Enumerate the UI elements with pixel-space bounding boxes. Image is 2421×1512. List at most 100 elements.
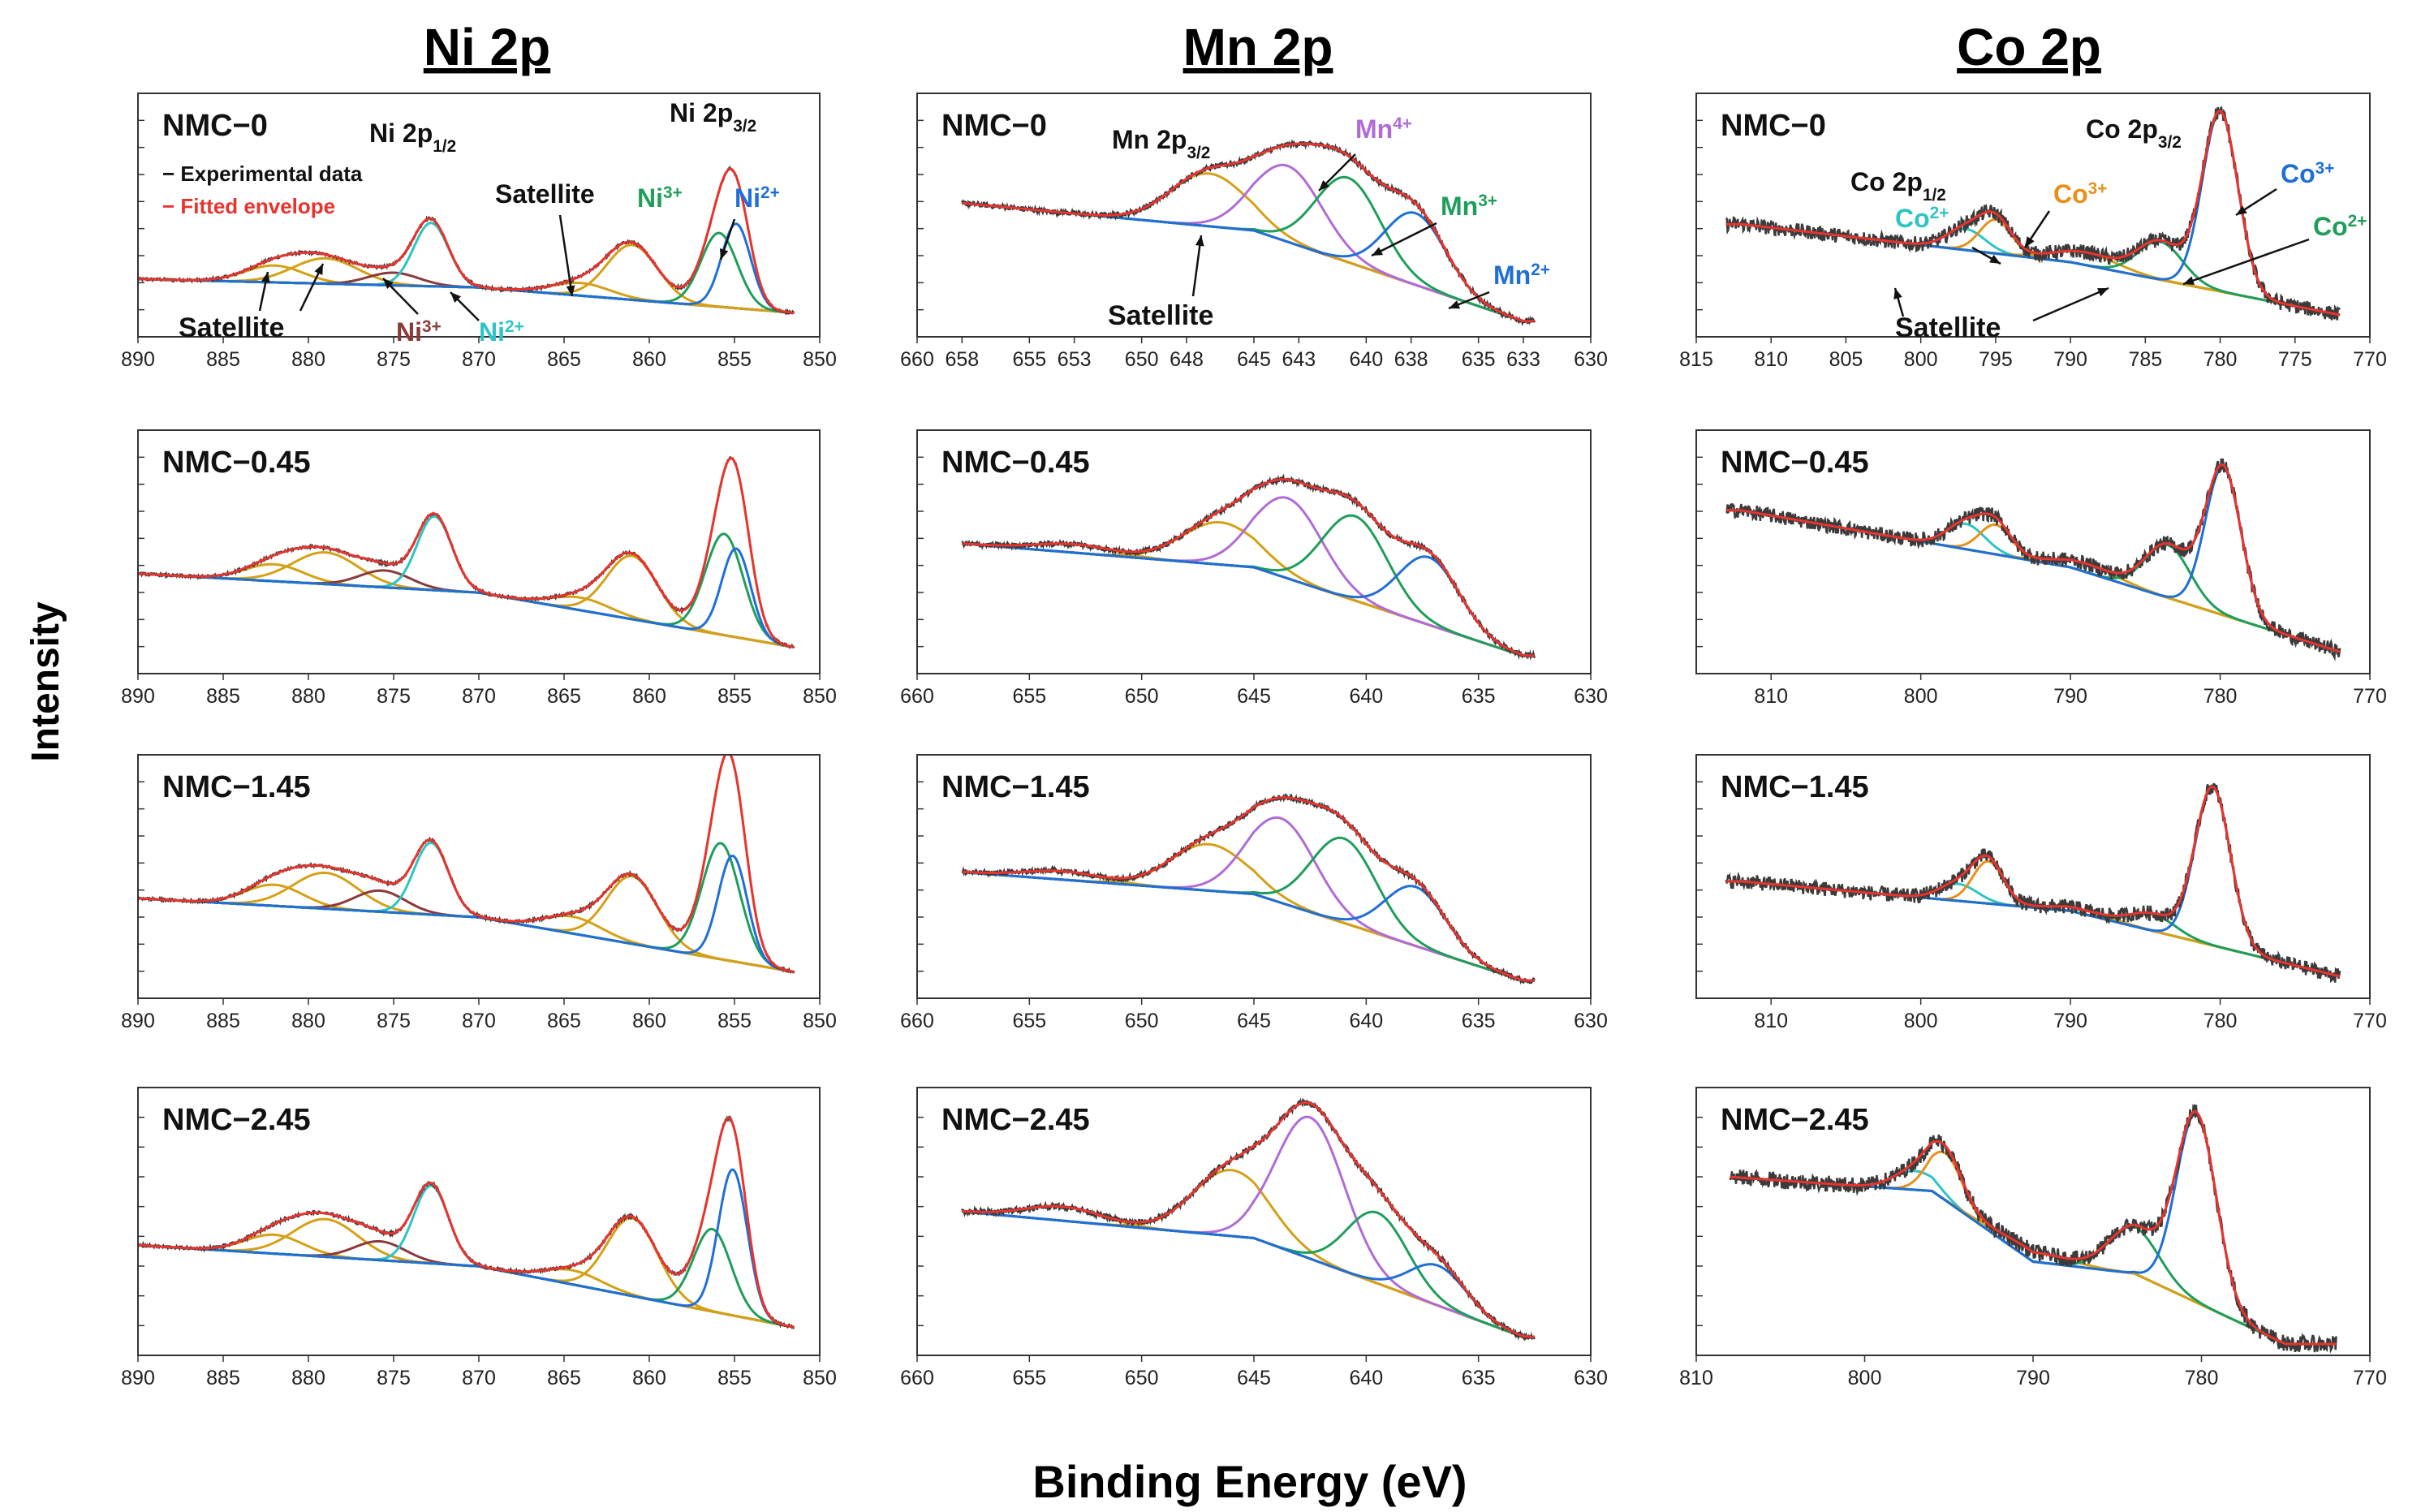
x-tick-label: 780 (2185, 1367, 2219, 1389)
x-tick-label: 890 (121, 1010, 155, 1032)
x-tick-label: 870 (462, 1367, 496, 1389)
annotation-label: Mn4+ (1355, 114, 1412, 144)
x-tick-label: 810 (1754, 685, 1788, 708)
panel-co-2p-11: 810 800 790 780 770 NMC−2.45 (1679, 1087, 2387, 1389)
panel-ni-2p-0: 890 885 880 875 870 865 860 855 850 NMC−0 − Experi… (121, 93, 837, 371)
panel-co-2p-5: 810 800 790 780 770 NMC−0.45 (1695, 429, 2387, 708)
x-tick-label: 775 (2278, 348, 2312, 371)
legend-envelope: − Fitted envelope (162, 194, 335, 218)
x-tick-label: 880 (291, 685, 325, 708)
annotation-label: Ni2+ (734, 183, 780, 213)
x-tick-label: 643 (1282, 348, 1316, 371)
annotation-label: Mn3+ (1441, 192, 1497, 222)
fitted-envelope (1725, 463, 2341, 653)
x-tick-label: 890 (121, 348, 155, 371)
arrow-head (1319, 180, 1329, 191)
annotation-label: Co3+ (2281, 159, 2334, 189)
fitted-envelope (962, 478, 1535, 657)
arrow-head (314, 264, 323, 275)
x-tick-label: 640 (1349, 348, 1383, 371)
annotation-label: Mn2+ (1493, 261, 1550, 291)
legend-experimental: − Experimental data (162, 162, 363, 186)
x-tick-label: 855 (717, 348, 752, 371)
x-tick-label: 635 (1462, 1367, 1496, 1389)
x-tick-label: 660 (900, 1010, 934, 1032)
sample-label: NMC−1.45 (162, 770, 311, 804)
arrow-head (1893, 288, 1902, 299)
x-tick-label: 770 (2353, 1367, 2387, 1389)
sample-label: NMC−1.45 (1721, 770, 1869, 804)
x-tick-label: 645 (1237, 348, 1271, 371)
x-tick-label: 850 (803, 685, 837, 708)
panel-frame (1695, 754, 2371, 999)
x-tick-label: 630 (1574, 1367, 1608, 1389)
panel-frame (1695, 93, 2371, 338)
x-tick-label: 860 (632, 685, 666, 708)
x-axis-label: Binding Energy (eV) (1032, 1456, 1467, 1507)
x-tick-label: 870 (462, 685, 496, 708)
x-tick-label: 770 (2353, 348, 2387, 371)
sample-label: NMC−0 (941, 109, 1047, 143)
x-tick-label: 638 (1394, 348, 1428, 371)
fitted-envelope (1725, 785, 2341, 978)
fitted-envelope (1725, 110, 2341, 317)
annotation-label: Satellite (1895, 312, 2001, 343)
x-tick-label: 810 (1754, 1010, 1788, 1032)
x-tick-label: 780 (2203, 1010, 2238, 1032)
x-tick-label: 885 (206, 348, 240, 371)
x-tick-label: 805 (1829, 348, 1863, 371)
panel-frame (916, 429, 1592, 674)
x-tick-label: 860 (632, 1367, 666, 1389)
fitted-envelope (962, 1101, 1535, 1338)
x-tick-label: 640 (1349, 685, 1383, 708)
x-tick-label: 800 (1848, 1367, 1882, 1389)
x-tick-label: 655 (1012, 1010, 1046, 1032)
x-tick-label: 645 (1237, 1367, 1271, 1389)
x-tick-label: 650 (1125, 1010, 1159, 1032)
sample-label: NMC−0 (162, 109, 268, 143)
x-tick-label: 855 (717, 1367, 752, 1389)
x-tick-label: 635 (1462, 685, 1496, 708)
x-tick-label: 635 (1462, 348, 1496, 371)
x-tick-label: 640 (1349, 1010, 1383, 1032)
x-tick-label: 655 (1012, 1367, 1046, 1389)
x-tick-label: 875 (377, 1367, 411, 1389)
x-tick-label: 780 (2203, 348, 2238, 371)
x-tick-label: 660 (900, 685, 934, 708)
arrow-head (2097, 288, 2109, 297)
annotation-label: Ni 2p3/2 (670, 98, 756, 136)
annotation-arrow (2032, 286, 2109, 322)
annotation-label: Co3+ (2053, 179, 2107, 209)
x-tick-label: 630 (1574, 1010, 1608, 1032)
x-tick-label: 815 (1679, 348, 1713, 371)
x-tick-label: 650 (1125, 348, 1159, 371)
sample-label: NMC−0.45 (162, 446, 311, 480)
arrow-head (450, 292, 461, 303)
column-title-mn: Mn 2p (1183, 18, 1333, 76)
peak-mn2plus (962, 1210, 1535, 1338)
column-title-ni: Ni 2p (424, 18, 550, 76)
fitted-envelope (139, 756, 795, 973)
sample-label: NMC−0 (1721, 109, 1826, 143)
fitted-envelope (962, 796, 1535, 982)
x-tick-label: 875 (377, 1010, 411, 1032)
x-tick-label: 790 (2053, 1010, 2087, 1032)
sample-label: NMC−2.45 (941, 1103, 1090, 1137)
panel-mn-2p-1: 660 658 655 653 650 648 645 643 640 638 635 633 630 N… (900, 93, 1608, 371)
arrow-head (383, 278, 394, 290)
x-tick-label: 875 (377, 685, 411, 708)
peak-ni2plus (139, 547, 795, 648)
plot-area (139, 456, 795, 649)
x-tick-label: 630 (1574, 348, 1608, 371)
panel-frame (1695, 429, 2371, 674)
panels-group: 890 885 880 875 870 865 860 855 850 NMC−0 − Experi… (121, 93, 2387, 1389)
x-tick-label: 870 (462, 1010, 496, 1032)
fitted-envelope (139, 457, 795, 648)
x-tick-label: 655 (1012, 348, 1046, 371)
x-tick-label: 795 (1979, 348, 2013, 371)
annotation-label: Ni3+ (396, 317, 442, 347)
panel-ni-2p-3: 890 885 880 875 870 865 860 855 850 NMC−0.45 (121, 429, 837, 708)
arrow-head (2183, 276, 2195, 285)
x-tick-label: 790 (2053, 348, 2087, 371)
annotation-label: Satellite (179, 312, 284, 343)
